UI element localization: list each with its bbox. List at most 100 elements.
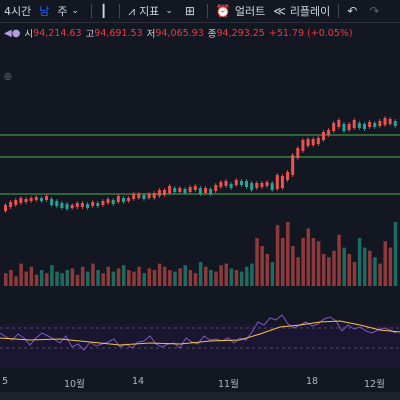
- chevron-down-icon: ⌄: [165, 6, 173, 16]
- rsi-ma-line: [0, 320, 400, 346]
- volume-bar: [157, 263, 162, 286]
- volume-bar: [34, 274, 39, 286]
- volume-bar: [183, 265, 187, 286]
- candle-body: [286, 172, 290, 180]
- volume-bar: [337, 234, 341, 286]
- interval-selector[interactable]: 4시간: [0, 0, 35, 22]
- week-label: 주: [57, 5, 68, 18]
- candle-body: [224, 181, 228, 186]
- alert-button[interactable]: ⏰ 얼러트: [212, 0, 269, 22]
- volume-bar: [321, 254, 326, 286]
- volume-bar: [255, 238, 259, 286]
- undo-icon: ↶: [347, 4, 358, 18]
- redo-button[interactable]: ↷: [365, 0, 387, 22]
- volume-bar: [306, 228, 311, 286]
- candle-body: [368, 122, 372, 127]
- volume-bar: [301, 238, 305, 286]
- volume-bar: [347, 254, 352, 286]
- volume-bar: [70, 268, 75, 286]
- indicator-chart-icon: ⩘: [128, 3, 136, 18]
- candle-body: [337, 120, 341, 127]
- candle-body: [332, 123, 336, 131]
- volume-bar: [296, 257, 300, 286]
- indicators-button[interactable]: ⩘ 지표 ⌄: [124, 0, 181, 22]
- candle-body: [280, 176, 284, 188]
- collapse-legend-icon[interactable]: ◎: [4, 72, 12, 82]
- candle-body: [209, 189, 213, 194]
- volume-bars: [4, 222, 398, 286]
- candle-body: [245, 181, 249, 187]
- open-value: 94,214.63: [33, 27, 82, 39]
- volume-bar: [342, 247, 346, 286]
- volume-bar: [91, 263, 95, 286]
- candle-body: [137, 194, 141, 198]
- volume-bar: [332, 250, 336, 286]
- candle-body: [327, 130, 331, 135]
- replay-button[interactable]: ≪ 리플레이: [269, 0, 334, 22]
- volume-bar: [45, 273, 49, 286]
- close-value: 94,293.25: [216, 27, 265, 39]
- undo-button[interactable]: ↶: [343, 0, 365, 22]
- volume-bar: [147, 268, 152, 286]
- volume-bar: [162, 266, 167, 286]
- volume-bar: [250, 263, 254, 286]
- candle-body: [219, 182, 223, 187]
- volume-bar: [286, 222, 290, 286]
- divider: [119, 4, 121, 18]
- candle-body: [204, 188, 207, 193]
- chevron-down-icon: ⌄: [71, 6, 80, 16]
- candle-body: [106, 199, 110, 203]
- volume-bar: [275, 225, 280, 286]
- candle-body: [193, 186, 197, 190]
- candle-body: [183, 189, 187, 193]
- candle-body: [229, 184, 233, 188]
- candle-body: [296, 148, 300, 158]
- volume-bar: [142, 273, 146, 286]
- week-button[interactable]: 주 ⌄: [53, 0, 87, 22]
- open-label: 시: [24, 29, 34, 40]
- candle-body: [65, 204, 69, 209]
- candle-body: [55, 201, 59, 206]
- rewind-icon: ≪: [273, 4, 286, 18]
- volume-bar: [127, 270, 131, 286]
- volume-bar: [378, 263, 382, 286]
- volume-bar: [106, 266, 111, 286]
- candle-body: [352, 120, 356, 128]
- replay-label: 리플레이: [289, 5, 331, 18]
- volume-bar: [311, 238, 316, 286]
- volume-bar: [229, 268, 234, 286]
- volume-bar: [50, 265, 54, 286]
- divider: [338, 4, 340, 18]
- volume-bar: [245, 266, 249, 286]
- bottom-toolbar: [0, 392, 400, 400]
- volume-bar: [14, 276, 18, 286]
- volume-bar: [373, 257, 377, 286]
- volume-bar: [80, 266, 85, 286]
- interval-alt[interactable]: 남: [35, 0, 53, 22]
- low-label: 저: [146, 29, 156, 40]
- volume-bar: [214, 271, 218, 286]
- candle-body: [265, 182, 269, 186]
- symbol-dot-icon: ◀●: [4, 27, 21, 39]
- candle-type-button[interactable]: ┃: [96, 0, 115, 22]
- volume-bar: [116, 268, 121, 286]
- candle-body: [147, 194, 151, 198]
- volume-bar: [362, 247, 367, 286]
- x-axis-label: 14: [132, 376, 145, 387]
- volume-bar: [291, 246, 295, 286]
- redo-icon: ↷: [369, 4, 380, 18]
- volume-bar: [39, 270, 44, 286]
- candle-body: [311, 139, 315, 145]
- candle-body: [96, 203, 100, 206]
- divider: [206, 4, 208, 18]
- volume-bar: [9, 270, 13, 286]
- candle-body: [291, 155, 295, 175]
- volume-bar: [24, 271, 29, 286]
- candle-body: [306, 139, 310, 146]
- volume-bar: [101, 273, 105, 286]
- candle-body: [86, 204, 90, 208]
- volume-bar: [188, 270, 193, 286]
- layout-grid-button[interactable]: ⊞: [181, 0, 203, 22]
- candle-body: [234, 180, 238, 185]
